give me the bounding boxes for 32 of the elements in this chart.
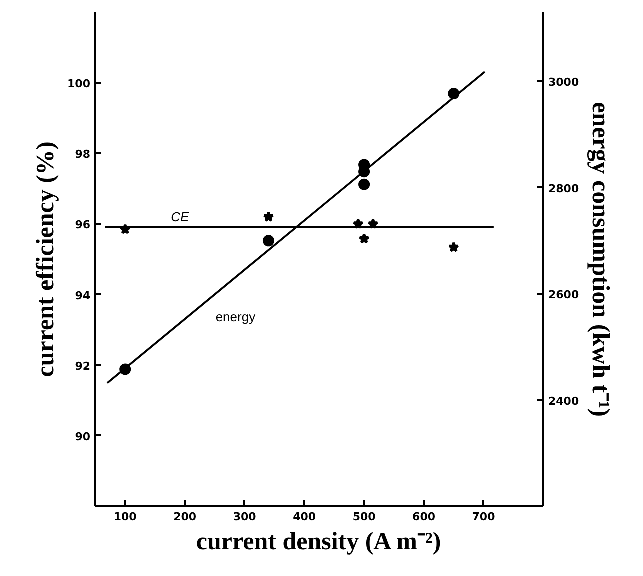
y-tick-label: 100 [68, 78, 91, 91]
y2-tick-label: 2400 [548, 394, 580, 408]
point [262, 235, 274, 247]
series-label: CE [171, 209, 190, 224]
point [120, 364, 132, 376]
point [448, 242, 460, 252]
point [368, 218, 379, 230]
point [263, 211, 274, 222]
x-tick-label: 200 [174, 510, 197, 524]
point [120, 224, 131, 234]
y-tick-label: 92 [75, 360, 91, 373]
y2-tick-label: 3000 [548, 76, 580, 90]
x-tick-label: 400 [293, 510, 316, 524]
x-tick-label: 700 [472, 510, 496, 524]
series-label: energy [216, 309, 256, 324]
x-tick-label: 600 [412, 510, 436, 524]
x-axis-title: current density (A m⁻²) [196, 528, 442, 556]
point [358, 178, 370, 190]
y-tick-label: 96 [75, 218, 91, 232]
y-tick-label: 90 [75, 430, 91, 444]
point [352, 218, 364, 230]
y2-axis-title: energy consumption (kwh t⁻¹) [587, 102, 614, 417]
y-axis-title: current efficiency (%) [32, 142, 60, 378]
y-tick-label: 98 [75, 148, 91, 162]
x-tick-label: 300 [233, 510, 257, 524]
x-tick-label: 100 [114, 510, 138, 524]
y2-tick-label: 2600 [548, 288, 580, 302]
y2-tick-label: 2800 [548, 182, 580, 196]
x-tick-label: 500 [352, 510, 376, 524]
point [358, 233, 370, 244]
point [448, 88, 460, 100]
y-tick-label: 94 [75, 289, 91, 302]
